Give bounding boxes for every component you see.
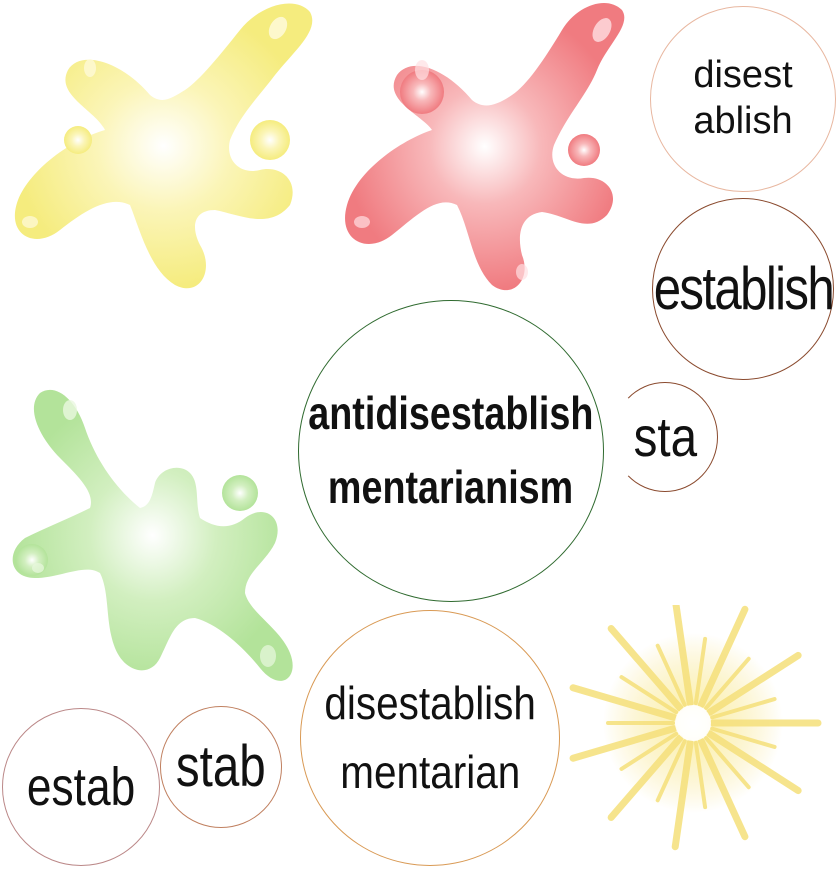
target-word-line-1: antidisestablish (308, 387, 594, 440)
sunburst-ray (672, 605, 694, 707)
yellow-paint-splat (14, 3, 313, 289)
word-bubble-line-2: ablish (693, 100, 793, 142)
green-paint-splat (12, 389, 293, 681)
sunburst-ray (569, 725, 678, 762)
word-bubble-line-1: disestablish (324, 677, 536, 729)
sunburst-ray (704, 656, 751, 710)
sunburst-ray (697, 605, 749, 709)
sunburst-ray (706, 651, 802, 716)
sunburst-ray (619, 675, 679, 715)
sunburst-ray (693, 636, 708, 706)
word-bubble-label: estab (26, 756, 136, 817)
word-bubble-disestablishmentarian[interactable]: disestablish mentarian (300, 610, 560, 866)
word-bubble-line-2: mentarian (339, 746, 521, 798)
sunburst-ray (710, 697, 777, 720)
sunburst-ray (706, 730, 802, 795)
word-bubble-estab[interactable]: estab (2, 708, 160, 866)
word-bubble-stab[interactable]: stab (160, 706, 282, 828)
sunburst-ray (671, 739, 694, 851)
sunburst-ray (607, 625, 684, 712)
word-bubble-sta[interactable]: sta (612, 382, 718, 492)
word-bubble-line-1: disest (693, 54, 793, 97)
sunburst-ray (569, 684, 678, 721)
word-bubble-label: stab (176, 734, 266, 800)
sunburst-ray (619, 731, 679, 771)
target-word-bubble[interactable]: antidisestablish mentarianism (298, 300, 604, 602)
red-paint-splat (345, 2, 625, 291)
sunburst-ray (655, 643, 687, 707)
sunburst-ray (655, 739, 687, 803)
sunburst-ray (710, 726, 777, 749)
word-bubble-disest-ablish[interactable]: disest ablish (650, 6, 836, 192)
sunburst-ray (693, 740, 708, 810)
sunburst-ray (704, 736, 751, 790)
word-bubble-label: establish (653, 255, 834, 322)
sunburst (569, 605, 822, 851)
target-word-line-2: mentarianism (328, 461, 574, 513)
word-bubble-label: sta (633, 405, 697, 469)
sunburst-ray (697, 737, 749, 841)
sunburst-ray (607, 734, 684, 821)
word-bubble-establish[interactable]: establish (652, 198, 834, 380)
